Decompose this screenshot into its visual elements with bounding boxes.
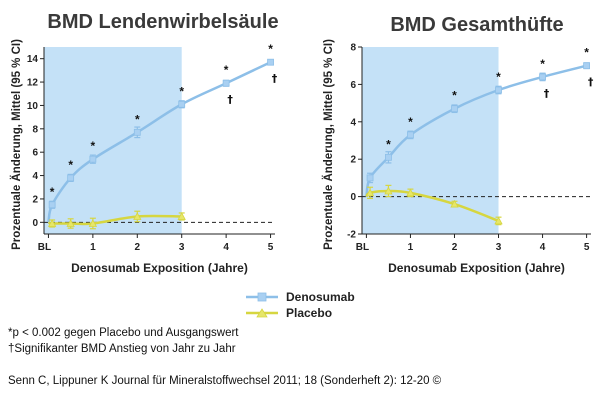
footnote-significance: *p < 0.002 gegen Placebo und Ausgangswer… bbox=[8, 327, 239, 339]
significance-marker: * bbox=[224, 63, 229, 77]
x-tick-label: BL bbox=[38, 242, 51, 253]
data-point bbox=[67, 174, 75, 182]
data-point bbox=[48, 201, 56, 209]
significance-marker: * bbox=[68, 158, 73, 172]
x-axis-label: Denosumab Exposition (Jahre) bbox=[71, 261, 248, 275]
chart-total-hip: BMD Gesamthüfte -2 0 2 4 6 8 BL 1 2 3 4 5 Prozentuale… bbox=[322, 14, 594, 275]
x-axis-label: Denosumab Exposition (Jahre) bbox=[388, 261, 565, 275]
footnote-dagger: †Signifikanter BMD Anstieg von Jahr zu J… bbox=[8, 343, 236, 355]
data-point bbox=[133, 212, 142, 220]
y-tick-label: -2 bbox=[347, 230, 356, 241]
x-tick-label: 5 bbox=[584, 242, 590, 253]
significance-marker: * bbox=[179, 84, 184, 98]
significance-marker: * bbox=[50, 185, 55, 199]
dagger-marker: † bbox=[227, 93, 233, 106]
y-tick-label: 2 bbox=[32, 194, 38, 205]
y-tick-label: 6 bbox=[350, 80, 356, 91]
data-point bbox=[385, 153, 392, 161]
y-tick-label: 8 bbox=[32, 124, 38, 135]
chart-title: BMD Lendenwirbelsäule bbox=[47, 11, 278, 33]
x-tick-label: 1 bbox=[408, 242, 414, 253]
data-point bbox=[222, 79, 230, 87]
data-point bbox=[407, 131, 414, 139]
dagger-marker: † bbox=[272, 72, 278, 85]
data-point bbox=[88, 219, 98, 227]
legend-item-denosumab: Denosumab bbox=[246, 290, 355, 304]
significance-marker: * bbox=[268, 42, 273, 56]
y-tick-label: 6 bbox=[32, 148, 38, 159]
y-tick-label: 12 bbox=[27, 78, 39, 89]
y-tick-label: 10 bbox=[27, 101, 39, 112]
y-axis-label: Prozentuale Änderung, Mittel (95 % CI) bbox=[10, 39, 23, 250]
legend: Denosumab Placebo bbox=[246, 290, 355, 320]
x-tick-label: 2 bbox=[135, 242, 141, 253]
data-point bbox=[450, 199, 459, 208]
series-denosumab bbox=[47, 58, 274, 223]
legend-swatch-marker bbox=[257, 292, 267, 302]
y-tick-label: 4 bbox=[350, 117, 356, 128]
shaded-region bbox=[362, 47, 499, 234]
data-point bbox=[494, 216, 503, 225]
data-point bbox=[495, 86, 502, 94]
legend-label: Denosumab bbox=[286, 290, 355, 304]
significance-marker: * bbox=[496, 70, 501, 84]
legend-item-placebo: Placebo bbox=[246, 306, 332, 320]
significance-marker: * bbox=[91, 139, 96, 153]
data-point bbox=[583, 62, 590, 70]
data-point bbox=[177, 212, 186, 220]
series-placebo bbox=[365, 184, 503, 226]
x-tick-label: 3 bbox=[496, 242, 502, 253]
series-denosumab bbox=[365, 62, 590, 197]
data-point bbox=[89, 155, 97, 163]
data-point bbox=[66, 219, 75, 227]
x-tick-label: 5 bbox=[268, 242, 274, 253]
shaded-region bbox=[44, 47, 182, 234]
dagger-marker: † bbox=[544, 87, 550, 100]
legend-swatch-marker bbox=[256, 308, 268, 318]
x-tick-label: 2 bbox=[452, 242, 458, 253]
data-point bbox=[47, 219, 57, 227]
dagger-marker: † bbox=[588, 76, 594, 89]
data-point bbox=[366, 174, 374, 182]
data-point bbox=[406, 188, 415, 197]
x-tick-label: 4 bbox=[540, 242, 546, 253]
x-tick-label: 3 bbox=[179, 242, 185, 253]
x-tick-label: 1 bbox=[90, 242, 96, 253]
y-tick-label: 2 bbox=[350, 155, 356, 166]
significance-marker: * bbox=[540, 57, 545, 71]
data-point bbox=[133, 128, 141, 136]
data-point bbox=[267, 58, 274, 66]
series-placebo bbox=[47, 210, 186, 230]
chart-title: BMD Gesamthüfte bbox=[390, 14, 563, 36]
y-tick-label: 4 bbox=[32, 171, 38, 182]
significance-marker: * bbox=[408, 115, 413, 129]
y-axis-label: Prozentuale Änderung, Mittel (95 % CI) bbox=[322, 39, 335, 250]
data-point bbox=[365, 188, 375, 197]
significance-marker: * bbox=[386, 137, 391, 151]
data-point bbox=[384, 186, 393, 195]
data-point bbox=[539, 73, 546, 81]
y-tick-label: 14 bbox=[27, 54, 39, 65]
significance-marker: * bbox=[584, 46, 589, 60]
y-tick-label: 0 bbox=[32, 218, 38, 229]
significance-marker: * bbox=[135, 112, 140, 126]
y-tick-label: 8 bbox=[350, 43, 356, 54]
x-tick-label: BL bbox=[356, 242, 369, 253]
significance-marker: * bbox=[452, 89, 457, 103]
legend-label: Placebo bbox=[286, 306, 332, 320]
citation: Senn C, Lippuner K Journal für Mineralst… bbox=[8, 375, 442, 387]
y-tick-label: 0 bbox=[350, 192, 356, 203]
data-point bbox=[451, 105, 458, 113]
x-tick-label: 4 bbox=[223, 242, 229, 253]
data-point bbox=[178, 100, 186, 108]
